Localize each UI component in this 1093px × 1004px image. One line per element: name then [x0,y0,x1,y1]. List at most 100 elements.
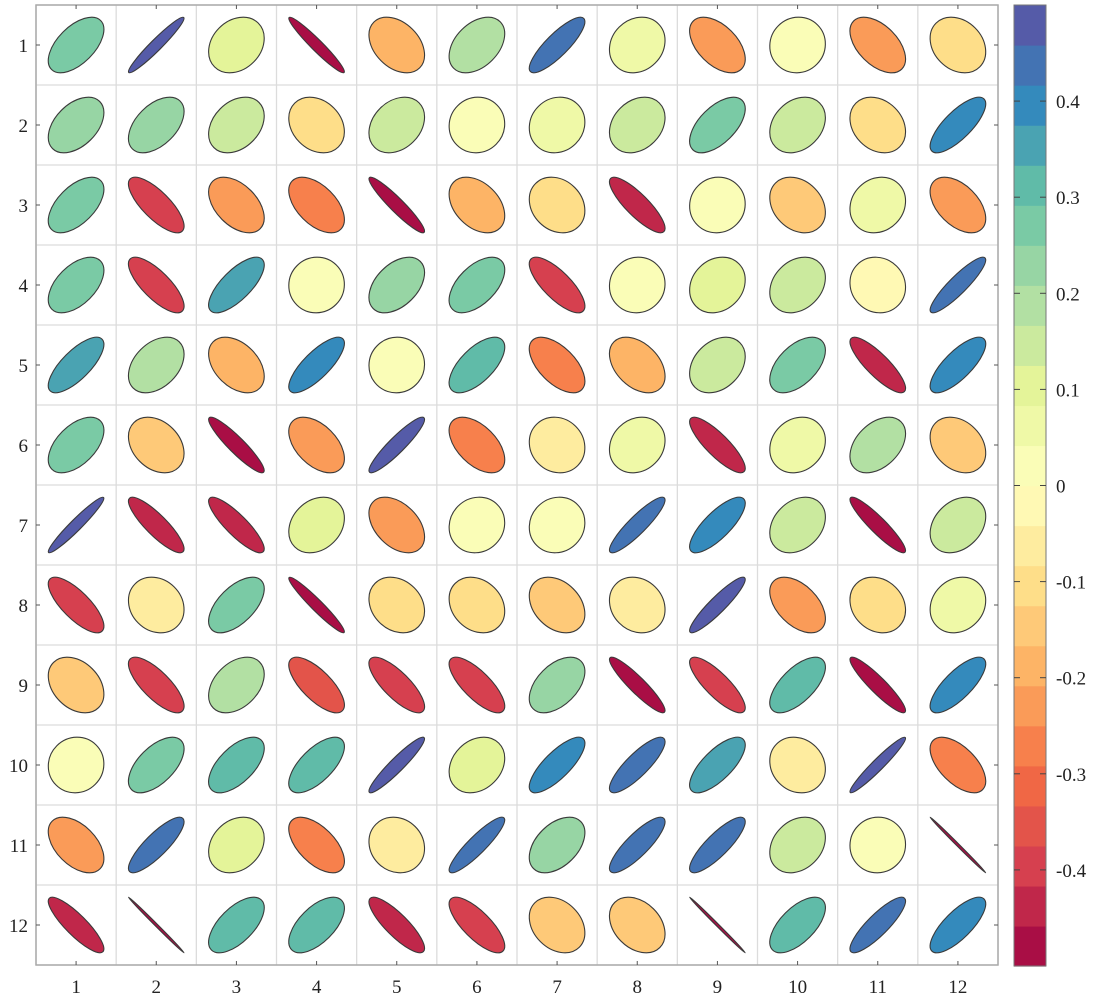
ellipse-r4-c1 [47,256,105,314]
y-tick-label: 9 [19,676,29,697]
ellipse-r3-c9 [689,176,746,234]
ellipse-r6-c6 [448,416,506,474]
ellipse-r10-c12 [929,736,987,794]
x-tick-label: 5 [392,977,402,998]
ellipse-r1-c12 [929,16,987,74]
ellipse-r5-c10 [769,336,826,394]
ellipse-r1-c9 [689,16,746,74]
x-tick-label: 3 [232,977,242,998]
ellipse-r10-c6 [448,736,506,794]
ellipse-r4-c8 [608,256,666,314]
ellipse-r12-c5 [368,896,426,954]
colorbar-tick-label: 0.1 [1056,380,1080,401]
ellipse-r11-c6 [448,816,506,874]
y-tick-label: 8 [19,596,29,617]
ellipse-r1-c10 [769,16,826,74]
ellipse-r9-c1 [47,656,105,714]
ellipse-r12-c2 [127,896,185,954]
ellipse-r12-c7 [528,896,586,954]
ellipse-r8-c6 [448,576,506,634]
ellipse-r5-c9 [689,336,746,394]
colorbar: 0.4 0.3 0.2 0.1 0 -0.1 -0.2 -0.3 -0.4 [1013,4,1087,967]
colorbar-segment [1014,445,1046,487]
ellipse-r12-c10 [769,896,826,954]
ellipse-r4-c4 [288,256,345,314]
ellipse-r6-c1 [47,416,105,474]
ellipse-r11-c12 [929,816,987,874]
ellipse-r8-c1 [47,576,105,634]
colorbar-tick-label: -0.3 [1056,765,1086,786]
colorbar-segment [1014,365,1046,407]
ellipse-r5-c3 [208,336,265,394]
ellipse-r6-c2 [127,416,185,474]
ellipse-marks [47,16,987,954]
ellipse-r6-c10 [769,416,826,474]
ellipse-r1-c2 [127,16,185,74]
ellipse-r9-c5 [368,656,426,714]
ellipse-r4-c7 [528,256,586,314]
ellipse-r12-c8 [608,896,666,954]
ellipse-r9-c3 [208,656,265,714]
x-tick-label: 4 [312,977,322,998]
colorbar-segment [1014,325,1046,366]
ellipse-r12-c1 [47,896,105,954]
ellipse-r4-c6 [448,256,506,314]
ellipse-r7-c11 [849,496,907,554]
colorbar-segment [1014,405,1046,447]
ellipse-r1-c3 [208,16,265,74]
ellipse-r11-c7 [528,816,586,874]
ellipse-r10-c2 [127,736,185,794]
ellipse-r7-c3 [208,496,265,554]
y-tick-label: 10 [9,756,28,777]
ellipse-r7-c5 [368,496,426,554]
y-tick-label: 7 [19,516,29,537]
ellipse-r8-c2 [127,576,185,634]
ellipse-r8-c9 [689,576,746,634]
colorbar-segment [1014,165,1046,206]
ellipse-r10-c5 [368,736,426,794]
colorbar-tick-label: 0 [1056,477,1066,498]
ellipse-r9-c8 [608,656,666,714]
ellipse-r9-c11 [849,656,907,714]
ellipse-r3-c6 [448,176,506,234]
colorbar-segment [1014,605,1046,647]
x-tick-label: 6 [472,977,482,998]
ellipse-r10-c7 [528,736,586,794]
ellipse-r3-c11 [849,176,907,234]
ellipse-r5-c7 [528,336,586,394]
colorbar-segment [1014,205,1046,246]
ellipse-r2-c4 [288,96,345,154]
x-tick-label: 12 [948,977,967,998]
ellipse-r1-c6 [448,16,506,74]
ellipse-r6-c11 [849,416,907,474]
ellipse-r6-c3 [208,416,265,474]
ellipse-r12-c11 [849,896,907,954]
ellipse-r8-c7 [528,576,586,634]
ellipse-r4-c9 [689,256,746,314]
ellipse-r1-c7 [528,16,586,74]
colorbar-segment [1014,525,1046,567]
ellipse-r7-c10 [769,496,826,554]
ellipse-r7-c6 [448,496,506,554]
x-tick-label: 1 [71,977,81,998]
x-tick-label: 9 [713,977,723,998]
ellipse-r11-c1 [47,816,105,874]
ellipse-r7-c8 [608,496,666,554]
ellipse-r10-c10 [769,736,826,794]
ellipse-r8-c12 [929,576,987,634]
ellipse-r11-c4 [288,816,345,874]
y-tick-label: 6 [19,436,29,457]
ellipse-r10-c11 [849,736,907,794]
colorbar-segment [1014,285,1046,326]
colorbar-segment [1014,245,1046,286]
ellipse-r2-c8 [608,96,666,154]
colorbar-segment [1014,685,1046,727]
ellipse-r11-c11 [849,816,907,874]
colorbar-segment [1014,125,1046,166]
ellipse-r3-c10 [769,176,826,234]
ellipse-r11-c2 [127,816,185,874]
ellipse-r1-c1 [47,16,105,74]
ellipse-r7-c9 [689,496,746,554]
ellipse-r1-c4 [288,16,345,74]
ellipse-r3-c5 [368,176,426,234]
